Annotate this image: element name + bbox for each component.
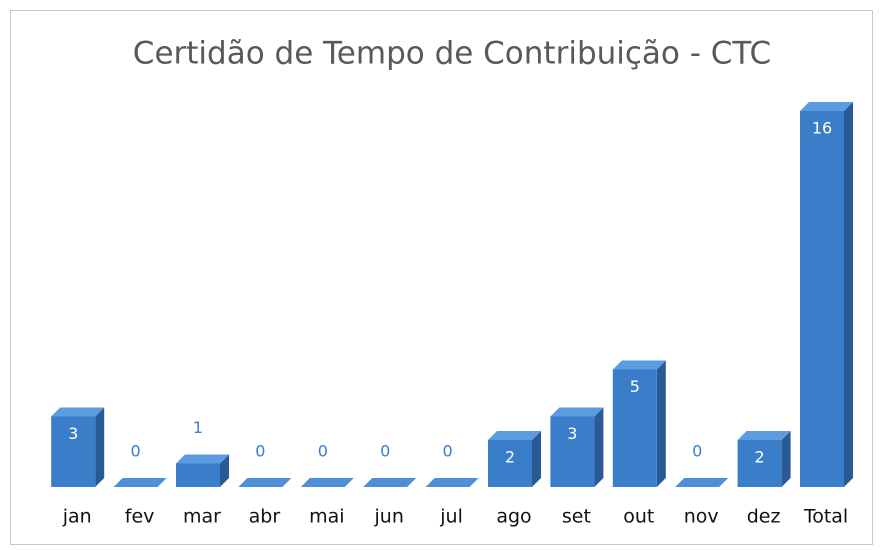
data-label: 2: [505, 448, 515, 467]
bar: [425, 478, 479, 487]
bar: [550, 407, 604, 487]
data-label: 0: [443, 442, 453, 461]
bar-side: [532, 431, 541, 487]
bar-top: [113, 478, 167, 487]
bar: [800, 102, 853, 487]
bar-side: [844, 102, 853, 487]
bar-top: [612, 360, 666, 370]
bar: [238, 478, 292, 487]
bar-top: [675, 478, 729, 487]
bar: [612, 360, 666, 487]
bar: [113, 478, 167, 487]
data-label: 0: [255, 442, 265, 461]
x-tick-label: jun: [374, 506, 404, 528]
bar: [488, 431, 541, 487]
bar: [675, 478, 729, 487]
bar-front: [176, 463, 220, 487]
x-tick-label: nov: [684, 506, 719, 528]
bar-side: [781, 431, 791, 487]
bar: [737, 431, 791, 487]
x-tick-label: abr: [249, 506, 281, 528]
bar-side: [220, 454, 229, 487]
data-label: 0: [318, 442, 328, 461]
x-tick-label: ago: [496, 506, 531, 528]
bar: [300, 478, 354, 487]
bar: [51, 407, 105, 487]
bar-top: [300, 478, 354, 487]
chart-title: Certidão de Tempo de Contribuição - CTC: [133, 36, 771, 72]
data-label: 0: [692, 442, 702, 461]
bar-front: [800, 111, 844, 487]
x-tick-label: jul: [439, 506, 463, 528]
bar-front: [737, 440, 782, 487]
data-label: 3: [68, 424, 78, 443]
x-tick-label: jan: [62, 506, 92, 528]
data-label: 2: [755, 448, 765, 467]
bar-side: [95, 407, 105, 487]
bar-top: [550, 407, 604, 417]
data-label: 0: [380, 442, 390, 461]
data-label: 0: [131, 442, 141, 461]
bar-top: [51, 407, 105, 417]
bar-front: [51, 416, 96, 487]
bar-top: [176, 454, 229, 464]
bar-front: [550, 416, 595, 487]
data-label: 1: [193, 418, 203, 437]
bar-side: [594, 407, 604, 487]
x-tick-label: fev: [125, 506, 155, 528]
bar-side: [656, 360, 666, 487]
bar-top: [737, 431, 791, 440]
x-tick-label: dez: [747, 506, 781, 528]
x-tick-label: out: [623, 506, 654, 528]
bar-top: [238, 478, 292, 487]
data-label: 5: [630, 377, 640, 396]
bar-front: [488, 440, 532, 487]
bar-top: [425, 478, 479, 487]
bar-front: [612, 369, 657, 487]
bar: [176, 454, 229, 487]
chart-border: [10, 10, 873, 545]
x-tick-label: mai: [309, 506, 344, 528]
bar: [363, 478, 417, 487]
data-label: 16: [812, 119, 832, 138]
bar-top: [488, 431, 541, 440]
bar-top: [800, 102, 853, 111]
x-tick-label: mar: [183, 506, 221, 528]
x-tick-label: set: [562, 506, 591, 528]
bar-top: [363, 478, 417, 487]
x-tick-label: Total: [803, 506, 848, 528]
data-label: 3: [567, 424, 577, 443]
